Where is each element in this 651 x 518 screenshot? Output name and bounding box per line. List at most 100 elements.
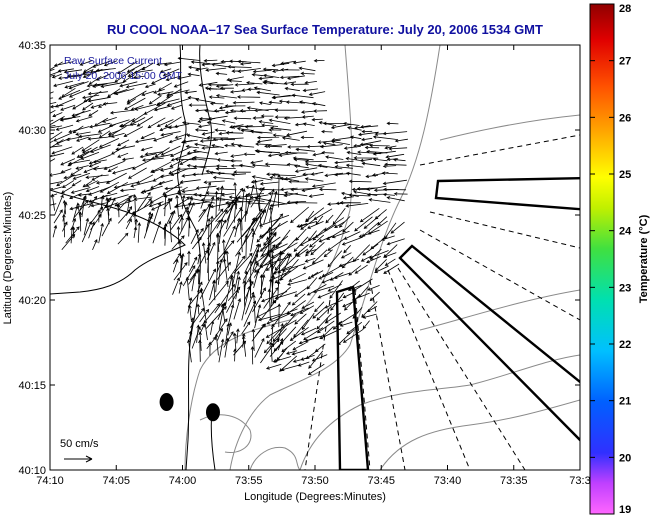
current-vector [100,81,125,88]
current-vector [224,104,246,108]
current-vector [342,122,360,126]
current-vector [334,165,353,169]
current-vector [260,259,272,278]
current-vector [117,209,131,224]
current-vector [214,151,228,156]
current-vector [50,91,54,94]
current-vector [85,186,100,193]
current-vector [166,89,190,97]
current-vector [270,126,292,131]
current-vector [287,279,308,286]
current-vector [124,97,146,110]
current-vector [156,119,174,128]
x-tick-label: 73:3 [569,475,590,487]
current-vector [172,258,179,273]
current-vector [215,260,220,293]
current-vector [211,144,224,149]
current-vector [211,62,236,69]
current-vector [105,196,110,216]
beam-outlines [335,176,580,470]
current-vector [140,132,155,140]
current-vector [246,81,263,85]
current-vector [321,278,333,284]
x-tick-label: 73:45 [367,475,395,487]
y-axis-ticks: 40:10 40:15 40:20 40:25 40:30 40:35 [18,40,580,477]
current-vector [50,152,65,158]
current-vector [70,187,91,194]
current-vector [226,197,239,215]
current-vector [199,287,207,323]
current-vector [206,336,217,349]
current-vector [309,234,325,248]
current-vector [244,243,259,274]
current-vector [244,193,249,222]
current-vector [52,112,63,118]
current-vector [305,162,328,168]
current-vector [197,124,210,129]
current-vector [81,220,92,243]
current-vector [310,171,324,176]
current-vector [354,125,379,130]
current-vector [259,101,271,105]
current-vector [50,68,55,72]
current-vector [342,292,354,299]
current-vector [152,220,162,244]
current-vector [60,158,76,166]
radial-line [304,299,331,470]
current-vector [269,263,274,292]
current-vector [318,187,337,192]
current-vector [346,150,362,155]
current-vector [252,248,260,272]
station-markers [159,393,220,422]
current-vector [177,56,201,61]
current-vector [233,170,251,174]
current-vector [242,279,246,308]
current-vector [195,67,208,72]
current-vector [98,222,104,244]
current-vector [294,286,309,297]
current-vector [300,71,315,76]
current-vector [292,341,309,351]
current-vector [72,98,91,110]
current-vector [208,115,228,121]
current-vector [95,73,110,81]
current-vector [259,274,266,295]
current-vector [325,214,334,224]
current-vector [233,181,237,210]
current-vector [277,173,281,208]
current-vector [201,146,220,150]
current-vector [293,164,309,169]
current-vector [257,313,281,322]
current-vector [272,133,292,138]
current-vector [82,69,94,75]
current-vector [316,305,332,321]
current-vector [133,213,137,225]
current-vector [51,146,73,155]
current-vector [107,88,121,98]
current-vector [271,62,290,68]
y-tick-label: 40:20 [18,295,46,307]
current-vector [244,125,264,129]
current-vector [304,207,325,223]
station-marker [205,403,220,422]
current-vector [236,95,261,99]
current-vector [50,139,64,149]
current-vector [392,158,406,162]
current-vector [252,294,256,323]
current-vector [257,194,262,229]
current-vector [110,132,125,138]
current-vector [62,213,66,238]
current-vector [258,220,288,238]
current-vector [204,108,220,113]
current-vector [156,62,172,66]
current-vector [291,293,306,306]
current-vector [296,248,309,257]
beam-polygon [434,176,580,211]
current-vector [251,163,270,167]
current-vector [98,196,112,217]
current-vector [223,206,243,237]
current-vector [106,181,128,194]
current-vector [310,270,324,278]
current-vector [70,226,74,244]
current-vector [302,88,318,93]
